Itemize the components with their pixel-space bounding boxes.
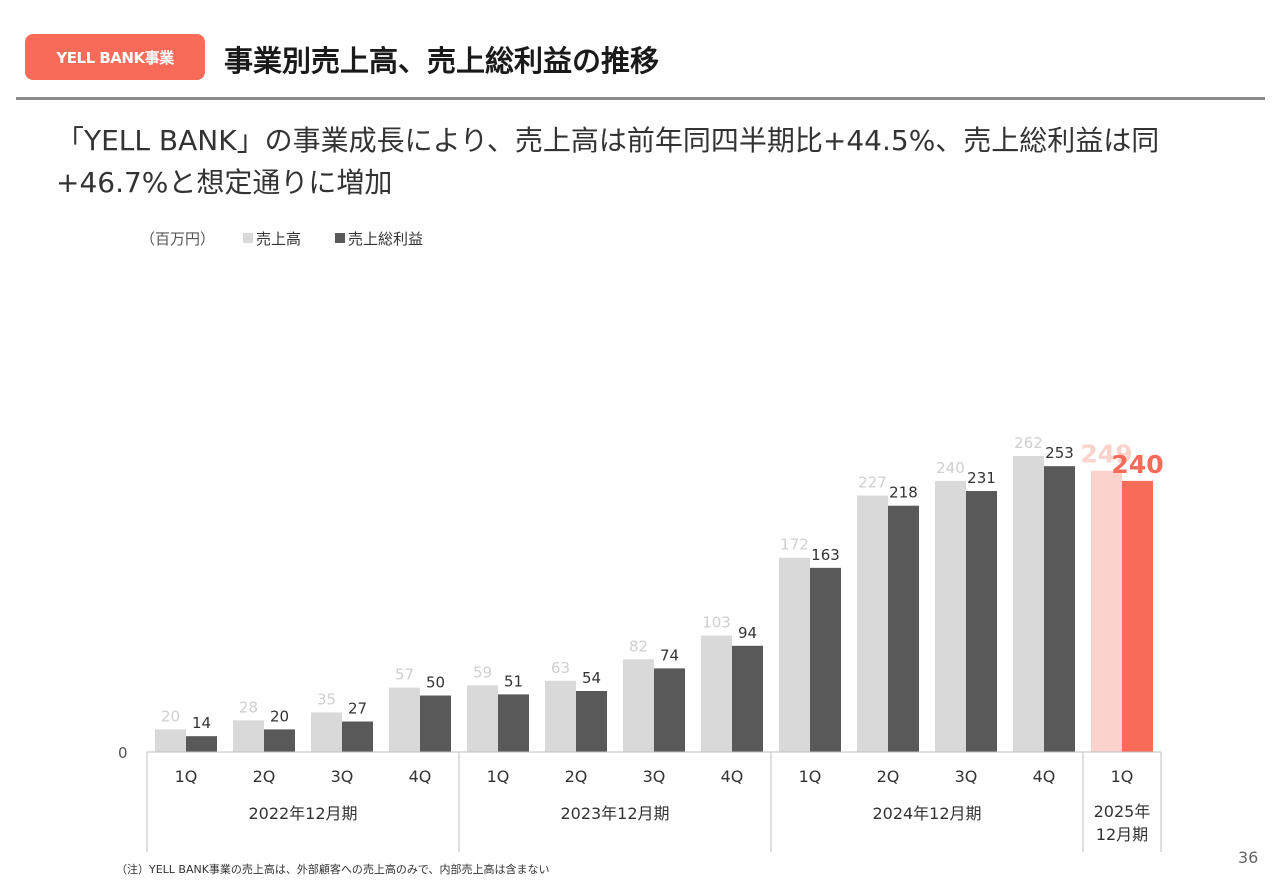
bar-gross-profit [342,721,373,752]
x-tick-label: 3Q [955,767,978,786]
bar-gross-profit [888,505,919,752]
page-number: 36 [1238,848,1259,867]
bar-sales [545,680,576,752]
bar-sales [155,729,186,752]
x-tick-label: 2Q [877,767,900,786]
legend-unit: （百万円） [140,230,215,248]
bar-gross-profit [420,695,451,752]
bar-gross-profit [1122,480,1153,752]
legend-label-gross-profit: 売上総利益 [348,230,423,248]
bar-sales [389,687,420,752]
data-label-gross-profit: 50 [426,674,445,692]
title-divider [16,97,1265,100]
bar-gross-profit [966,491,997,752]
data-label-gross-profit: 27 [348,699,367,717]
bar-sales [701,635,732,752]
bar-gross-profit [810,567,841,752]
chart-subtitle: 「YELL BANK」の事業成長により、売上高は前年同四半期比+44.5%、売上… [56,124,1160,199]
data-label-sales: 82 [629,637,648,655]
data-label-gross-profit: 74 [660,646,679,664]
data-label-gross-profit: 94 [738,624,757,642]
data-label-sales: 249 [1080,440,1132,469]
bar-gross-profit [576,690,607,752]
data-label-sales: 57 [395,666,414,684]
legend-label-sales: 売上高 [256,230,301,248]
data-label-sales: 63 [551,659,570,677]
bar-sales [1091,470,1122,752]
data-label-gross-profit: 240 [1111,450,1163,479]
data-label-sales: 227 [858,474,887,492]
footnote: （注）YELL BANK事業の売上高は、外部顧客への売上高のみで、内部売上高は含… [116,863,550,876]
bar-gross-profit [264,729,295,752]
data-label-gross-profit: 14 [192,714,211,732]
x-tick-label: 4Q [1033,767,1056,786]
bar-gross-profit [498,694,529,752]
legend-swatch-gross-profit [335,233,345,243]
x-tick-label: 1Q [487,767,510,786]
y-axis-zero-label: 0 [118,744,128,762]
data-label-sales: 103 [702,614,731,632]
bar-sales [467,685,498,752]
bar-sales [857,495,888,752]
data-label-gross-profit: 231 [967,469,996,487]
bar-gross-profit [732,645,763,752]
data-label-sales: 262 [1014,434,1043,452]
period-label: 2025年 12月期 [1094,802,1151,844]
data-label-sales: 28 [239,698,258,716]
data-label-gross-profit: 54 [582,669,601,687]
data-label-sales: 240 [936,459,965,477]
bar-gross-profit [186,736,217,752]
x-tick-label: 1Q [1111,767,1134,786]
data-label-gross-profit: 253 [1045,444,1074,462]
bar-gross-profit [1044,466,1075,752]
data-label-sales: 20 [161,707,180,725]
section-badge: YELL BANK事業 [25,34,205,80]
period-label: 2024年12月期 [872,804,981,823]
legend-swatch-sales [243,233,253,243]
bar-sales [623,659,654,752]
data-label-gross-profit: 51 [504,672,523,690]
data-label-sales: 59 [473,663,492,681]
bar-sales [233,720,264,752]
data-label-sales: 172 [780,536,809,554]
period-label: 2023年12月期 [560,804,669,823]
data-label-gross-profit: 163 [811,546,840,564]
period-label: 2022年12月期 [248,804,357,823]
bar-sales [935,480,966,752]
data-label-gross-profit: 218 [889,484,918,502]
x-tick-label: 2Q [253,767,276,786]
page-title: 事業別売上高、売上総利益の推移 [224,44,660,78]
x-tick-label: 3Q [331,767,354,786]
x-tick-label: 1Q [175,767,198,786]
bar-sales [311,712,342,752]
x-tick-label: 4Q [409,767,432,786]
x-tick-label: 4Q [721,767,744,786]
x-tick-label: 1Q [799,767,822,786]
data-label-sales: 35 [317,690,336,708]
bar-gross-profit [654,668,685,752]
data-label-gross-profit: 20 [270,707,289,725]
bar-sales [1013,456,1044,752]
bar-sales [779,557,810,752]
x-tick-label: 3Q [643,767,666,786]
x-tick-label: 2Q [565,767,588,786]
